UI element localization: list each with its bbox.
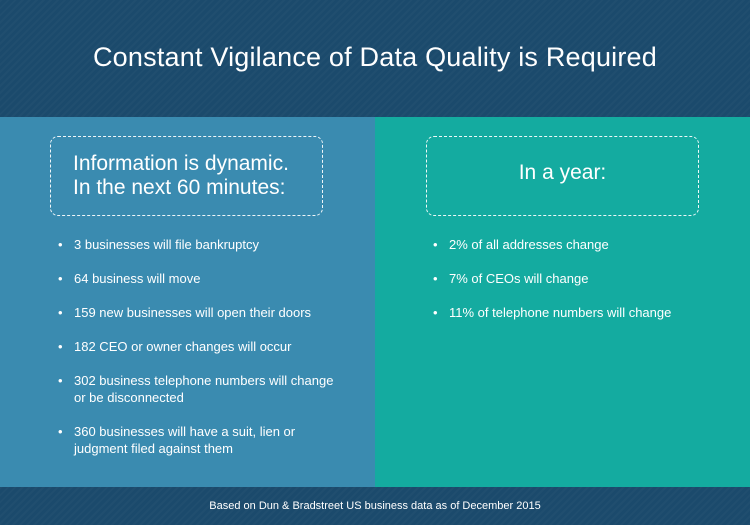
- bullet-icon: •: [58, 373, 63, 388]
- list-item-text: 182 CEO or owner changes will occur: [74, 339, 292, 354]
- list-item-text: 360 businesses will have a suit, lien or…: [74, 424, 296, 456]
- bullet-icon: •: [58, 339, 63, 354]
- footer-banner: Based on Dun & Bradstreet US business da…: [0, 487, 750, 525]
- list-item-text: 302 business telephone numbers will chan…: [74, 373, 334, 405]
- list-item-text: 64 business will move: [74, 271, 201, 286]
- bullet-icon: •: [433, 271, 438, 286]
- header-banner: Constant Vigilance of Data Quality is Re…: [0, 0, 750, 117]
- left-bullet-list: • 3 businesses will file bankruptcy • 64 b…: [58, 236, 348, 474]
- bullet-icon: •: [58, 305, 63, 320]
- right-callout-heading: In a year:: [518, 161, 607, 184]
- bullet-icon: •: [433, 305, 438, 320]
- list-item: • 302 business telephone numbers will cha…: [58, 372, 348, 406]
- left-callout-heading: Information is dynamic. In the next 60 m…: [73, 152, 289, 199]
- left-panel: Information is dynamic. In the next 60 m…: [0, 117, 375, 487]
- list-item: • 11% of telephone numbers will change: [433, 304, 733, 321]
- bullet-icon: •: [58, 237, 63, 252]
- list-item-text: 2% of all addresses change: [449, 237, 609, 252]
- left-callout-box: Information is dynamic. In the next 60 m…: [50, 136, 323, 216]
- list-item-text: 3 businesses will file bankruptcy: [74, 237, 259, 252]
- page-title: Constant Vigilance of Data Quality is Re…: [92, 42, 657, 72]
- list-item-text: 159 new businesses will open their doors: [74, 305, 312, 320]
- list-item-text: 7% of CEOs will change: [449, 271, 589, 286]
- list-item: • 182 CEO or owner changes will occur: [58, 338, 348, 355]
- list-item: • 7% of CEOs will change: [433, 270, 733, 287]
- bullet-icon: •: [58, 271, 63, 286]
- bullet-icon: •: [58, 424, 63, 439]
- right-callout-box: In a year:: [426, 136, 699, 216]
- right-bullet-list: • 2% of all addresses change • 7% of CEOs …: [433, 236, 733, 338]
- list-item-text: 11% of telephone numbers will change: [449, 305, 672, 320]
- list-item: • 2% of all addresses change: [433, 236, 733, 253]
- list-item: • 360 businesses will have a suit, lien o…: [58, 423, 348, 457]
- list-item: • 3 businesses will file bankruptcy: [58, 236, 348, 253]
- right-panel: In a year: • 2% of all addresses change •…: [375, 117, 750, 487]
- list-item: • 159 new businesses will open their door…: [58, 304, 348, 321]
- bullet-icon: •: [433, 237, 438, 252]
- list-item: • 64 business will move: [58, 270, 348, 287]
- source-note: Based on Dun & Bradstreet US business da…: [209, 500, 541, 512]
